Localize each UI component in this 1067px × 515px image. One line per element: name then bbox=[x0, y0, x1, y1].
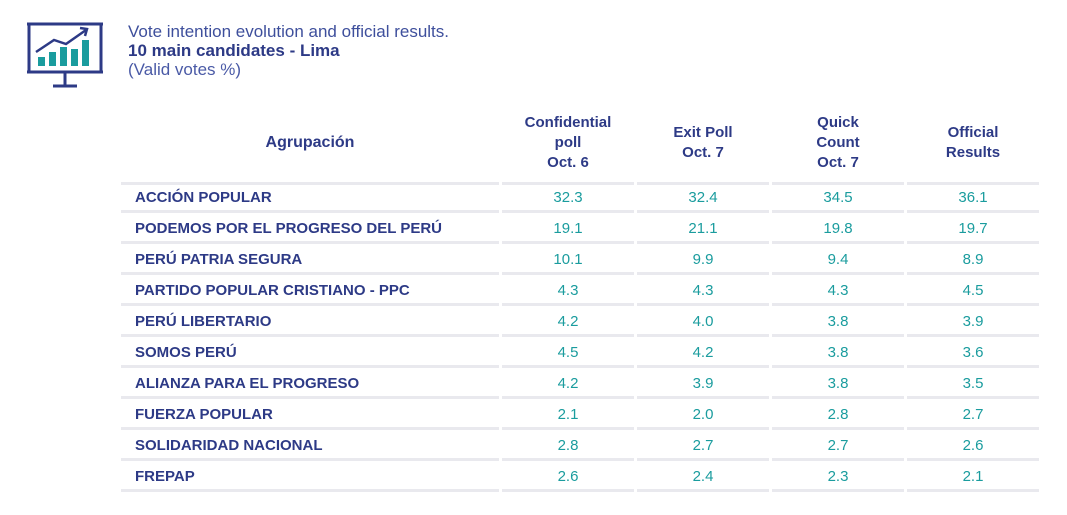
party-name-cell: ACCIÓN POPULAR bbox=[121, 182, 499, 213]
value-cell: 8.9 bbox=[907, 247, 1039, 275]
value-cell: 9.4 bbox=[772, 247, 904, 275]
value-cell: 10.1 bbox=[502, 247, 634, 275]
table-row: ALIANZA PARA EL PROGRESO 4.2 3.9 3.8 3.5 bbox=[121, 371, 1039, 399]
party-name-cell: PODEMOS POR EL PROGRESO DEL PERÚ bbox=[121, 216, 499, 244]
column-header-party: Agrupación bbox=[121, 107, 499, 179]
value-cell: 19.7 bbox=[907, 216, 1039, 244]
table-row: FREPAP 2.6 2.4 2.3 2.1 bbox=[121, 464, 1039, 492]
party-name-cell: PERÚ LIBERTARIO bbox=[121, 309, 499, 337]
column-header-line: Count bbox=[816, 134, 860, 151]
value-cell: 3.9 bbox=[907, 309, 1039, 337]
value-cell: 3.5 bbox=[907, 371, 1039, 399]
value-cell: 21.1 bbox=[637, 216, 769, 244]
party-name-cell: PERÚ PATRIA SEGURA bbox=[121, 247, 499, 275]
value-cell: 2.4 bbox=[637, 464, 769, 492]
value-cell: 4.2 bbox=[502, 371, 634, 399]
value-cell: 3.9 bbox=[637, 371, 769, 399]
value-cell: 2.6 bbox=[907, 433, 1039, 461]
value-cell: 4.5 bbox=[502, 340, 634, 368]
value-cell: 4.0 bbox=[637, 309, 769, 337]
table-row: PERÚ PATRIA SEGURA 10.1 9.9 9.4 8.9 bbox=[121, 247, 1039, 275]
column-header-line: Oct. 7 bbox=[817, 154, 859, 171]
chart-title: 10 main candidates - Lima bbox=[128, 41, 340, 60]
value-cell: 2.1 bbox=[907, 464, 1039, 492]
column-header-line: Official bbox=[947, 124, 999, 141]
column-header-1: Confidential poll Oct. 6 bbox=[502, 107, 634, 179]
value-cell: 3.8 bbox=[772, 340, 904, 368]
column-header-line: Agrupación bbox=[265, 134, 355, 151]
value-cell: 3.8 bbox=[772, 309, 904, 337]
table-row: PODEMOS POR EL PROGRESO DEL PERÚ 19.1 21.1… bbox=[121, 216, 1039, 244]
subtitle: Vote intention evolution and official re… bbox=[128, 22, 450, 41]
value-cell: 2.3 bbox=[772, 464, 904, 492]
value-cell: 4.3 bbox=[637, 278, 769, 306]
value-cell: 2.7 bbox=[907, 402, 1039, 430]
value-cell: 2.7 bbox=[772, 433, 904, 461]
value-cell: 32.4 bbox=[637, 182, 769, 213]
column-header-3: Quick Count Oct. 7 bbox=[772, 107, 904, 179]
column-header-4: Official Results bbox=[907, 107, 1039, 179]
party-name-cell: FUERZA POPULAR bbox=[121, 402, 499, 430]
column-header-line: Oct. 7 bbox=[682, 144, 724, 161]
table-row: PERÚ LIBERTARIO 4.2 4.0 3.8 3.9 bbox=[121, 309, 1039, 337]
party-name-cell: SOMOS PERÚ bbox=[121, 340, 499, 368]
value-cell: 9.9 bbox=[637, 247, 769, 275]
value-cell: 4.2 bbox=[502, 309, 634, 337]
value-cell: 2.7 bbox=[637, 433, 769, 461]
party-name-cell: SOLIDARIDAD NACIONAL bbox=[121, 433, 499, 461]
party-name-cell: ALIANZA PARA EL PROGRESO bbox=[121, 371, 499, 399]
value-cell: 19.8 bbox=[772, 216, 904, 244]
value-cell: 34.5 bbox=[772, 182, 904, 213]
table-row: FUERZA POPULAR 2.1 2.0 2.8 2.7 bbox=[121, 402, 1039, 430]
value-cell: 2.8 bbox=[772, 402, 904, 430]
chart-heading: Vote intention evolution and official re… bbox=[128, 22, 449, 79]
unit-note: (Valid votes %) bbox=[128, 60, 242, 79]
column-header-line: Confidential bbox=[524, 114, 612, 131]
column-header-line: poll bbox=[554, 134, 582, 151]
column-header-2: Exit Poll Oct. 7 bbox=[637, 107, 769, 179]
table-row: ACCIÓN POPULAR 32.3 32.4 34.5 36.1 bbox=[121, 182, 1039, 213]
party-name-cell: PARTIDO POPULAR CRISTIANO - PPC bbox=[121, 278, 499, 306]
value-cell: 4.5 bbox=[907, 278, 1039, 306]
value-cell: 4.3 bbox=[502, 278, 634, 306]
value-cell: 19.1 bbox=[502, 216, 634, 244]
value-cell: 3.6 bbox=[907, 340, 1039, 368]
value-cell: 2.1 bbox=[502, 402, 634, 430]
column-header-line: Oct. 6 bbox=[547, 154, 589, 171]
column-header-line: Results bbox=[945, 144, 1001, 161]
value-cell: 2.8 bbox=[502, 433, 634, 461]
value-cell: 2.6 bbox=[502, 464, 634, 492]
table-header-row: Agrupación Confidential poll Oct. 6 Exit Pol… bbox=[121, 107, 1039, 179]
value-cell: 4.3 bbox=[772, 278, 904, 306]
table-row: SOMOS PERÚ 4.5 4.2 3.8 3.6 bbox=[121, 340, 1039, 368]
value-cell: 3.8 bbox=[772, 371, 904, 399]
table-row: SOLIDARIDAD NACIONAL 2.8 2.7 2.7 2.6 bbox=[121, 433, 1039, 461]
value-cell: 32.3 bbox=[502, 182, 634, 213]
value-cell: 36.1 bbox=[907, 182, 1039, 213]
results-table: Agrupación Confidential poll Oct. 6 Exit Pol… bbox=[118, 104, 1042, 495]
party-name-cell: FREPAP bbox=[121, 464, 499, 492]
column-header-line: Exit Poll bbox=[673, 124, 733, 141]
table-body: ACCIÓN POPULAR 32.3 32.4 34.5 36.1 PODEMOS PO… bbox=[121, 182, 1039, 492]
value-cell: 4.2 bbox=[637, 340, 769, 368]
column-header-line: Quick bbox=[817, 114, 859, 131]
value-cell: 2.0 bbox=[637, 402, 769, 430]
table-row: PARTIDO POPULAR CRISTIANO - PPC 4.3 4.3 4.3… bbox=[121, 278, 1039, 306]
chart-presentation-icon bbox=[27, 22, 103, 88]
